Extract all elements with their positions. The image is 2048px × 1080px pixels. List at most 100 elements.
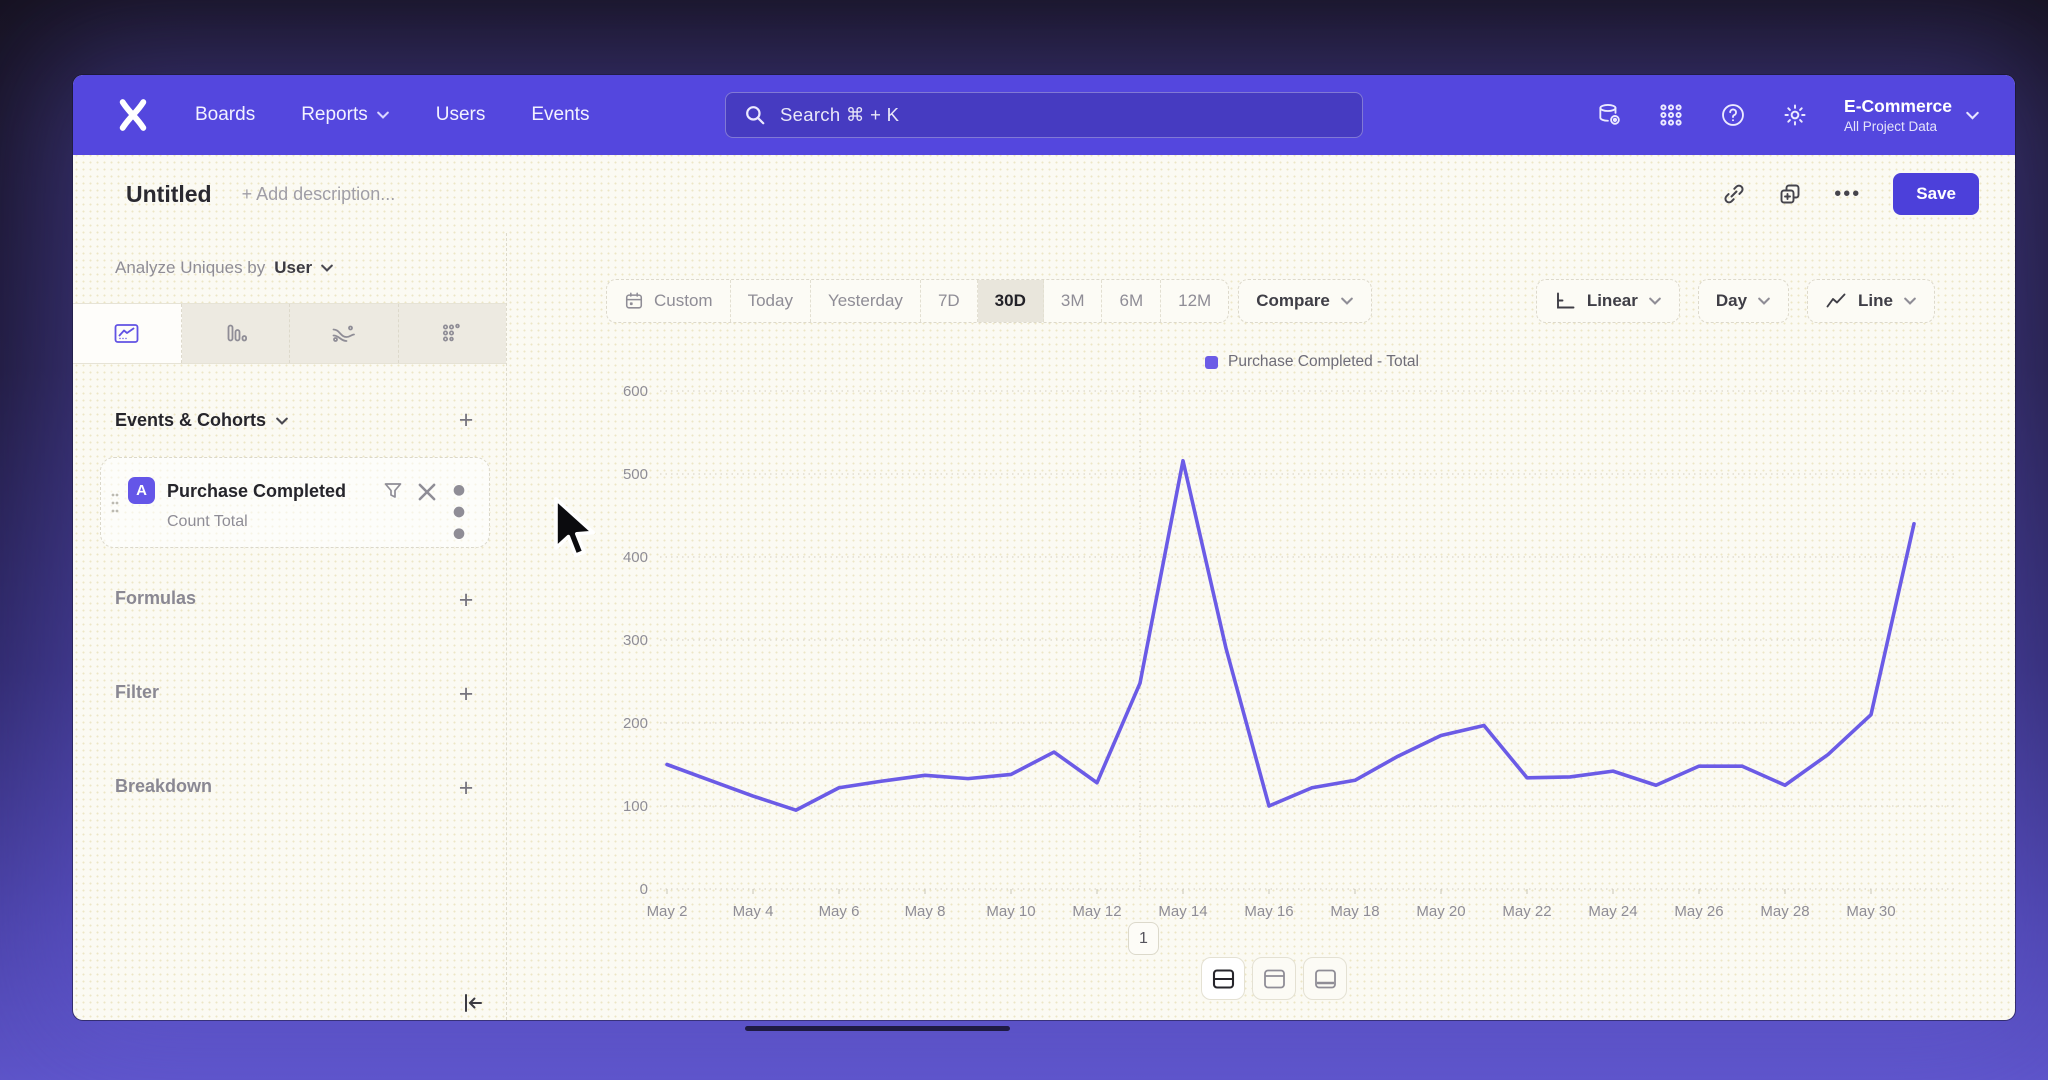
range-30d-selected[interactable]: 30D [977, 280, 1044, 322]
analyze-value-dropdown[interactable]: User [274, 258, 313, 277]
formulas-section[interactable]: Formulas + [73, 585, 506, 618]
horizontal-scrollbar-thumb[interactable] [745, 1026, 1010, 1031]
collapse-sidebar-icon[interactable] [461, 991, 485, 1015]
settings-gear-icon[interactable] [1782, 102, 1808, 128]
chevron-down-icon [1341, 297, 1354, 305]
nav-right-cluster: E-Commerce All Project Data [1596, 96, 1979, 134]
events-cohorts-header[interactable]: Events & Cohorts [115, 410, 289, 431]
layout-panel-bottom-button[interactable] [1303, 957, 1347, 1000]
nav-item-boards[interactable]: Boards [195, 104, 255, 126]
svg-text:May 8: May 8 [905, 903, 946, 920]
svg-text:May 22: May 22 [1502, 903, 1551, 920]
report-title[interactable]: Untitled [126, 180, 212, 207]
mixpanel-logo-icon[interactable] [113, 95, 153, 135]
range-label: Today [747, 291, 793, 310]
event-card[interactable]: A Purchase Completed Count Total [100, 457, 490, 548]
search-icon [744, 104, 766, 126]
svg-text:May 26: May 26 [1674, 903, 1723, 920]
nav-item-label: Reports [301, 104, 368, 125]
data-management-icon[interactable] [1596, 102, 1622, 128]
duplicate-icon[interactable] [1778, 182, 1802, 206]
app-body: Analyze Uniques by User [73, 233, 2015, 1020]
add-formula-button[interactable]: + [458, 585, 474, 614]
breakdown-section[interactable]: Breakdown + [73, 773, 506, 806]
add-description-field[interactable]: + Add description... [241, 183, 396, 204]
more-options-button[interactable]: ••• [1834, 183, 1862, 205]
layout-split-horizontal-button[interactable] [1201, 957, 1245, 1000]
project-selector[interactable]: E-Commerce All Project Data [1844, 96, 1979, 134]
mouse-cursor-icon [554, 497, 595, 557]
svg-text:400: 400 [623, 549, 648, 566]
nav-menu: Boards Reports Users Events [195, 104, 589, 126]
chevron-down-icon [276, 417, 289, 425]
search-input[interactable]: Search ⌘ + K [725, 92, 1363, 138]
help-icon[interactable] [1720, 102, 1746, 128]
search-placeholder: Search ⌘ + K [780, 104, 900, 125]
filter-funnel-icon[interactable] [383, 482, 403, 500]
svg-text:May 6: May 6 [819, 903, 860, 920]
svg-text:200: 200 [623, 715, 648, 732]
range-12m[interactable]: 12M [1161, 280, 1228, 322]
date-range-segmented-control: Custom Today Yesterday 7D 30D 3M 6M 12M [606, 279, 1230, 323]
copy-link-icon[interactable] [1722, 182, 1746, 206]
range-6m[interactable]: 6M [1102, 280, 1162, 322]
breakdown-label: Breakdown [115, 776, 213, 796]
tab-bar-chart[interactable] [182, 304, 290, 363]
tab-flow[interactable] [290, 304, 399, 363]
svg-text:100: 100 [623, 798, 648, 815]
line-chart-tab-icon [114, 323, 139, 343]
range-label: 7D [937, 291, 960, 310]
event-letter-badge: A [128, 477, 155, 504]
remove-event-icon[interactable] [417, 482, 437, 501]
range-custom[interactable]: Custom [607, 280, 731, 322]
range-3m[interactable]: 3M [1044, 280, 1103, 322]
formulas-label: Formulas [115, 588, 197, 608]
chevron-down-icon [1758, 297, 1771, 305]
save-button[interactable]: Save [1893, 173, 1979, 215]
nav-item-label: Events [531, 104, 590, 125]
nav-item-events[interactable]: Events [531, 104, 589, 126]
add-event-button[interactable]: + [458, 405, 474, 434]
nav-item-reports[interactable]: Reports [301, 104, 390, 126]
chevron-down-icon [1966, 111, 1979, 120]
compare-dropdown[interactable]: Compare [1238, 279, 1372, 323]
drag-handle-icon[interactable] [110, 490, 120, 516]
svg-text:May 12: May 12 [1072, 903, 1121, 920]
chart-type-dropdown[interactable]: Line [1807, 279, 1935, 323]
range-yesterday[interactable]: Yesterday [811, 280, 921, 322]
panel-bottom-icon [1314, 969, 1336, 988]
visualization-tabs [73, 303, 506, 364]
filter-section[interactable]: Filter + [73, 679, 506, 712]
range-label: 30D [994, 291, 1026, 310]
nav-item-label: Users [435, 104, 486, 125]
nav-item-users[interactable]: Users [436, 104, 486, 126]
event-measure[interactable]: Count Total [167, 513, 248, 530]
scale-dropdown[interactable]: Linear [1535, 279, 1680, 323]
linear-axis-icon [1554, 291, 1576, 311]
range-label: Yesterday [827, 291, 903, 310]
range-today[interactable]: Today [731, 280, 811, 322]
svg-text:500: 500 [623, 466, 648, 483]
split-horizontal-icon [1212, 968, 1234, 989]
add-filter-button[interactable]: + [458, 679, 474, 708]
event-name[interactable]: Purchase Completed [167, 481, 347, 501]
report-header: Untitled + Add description... ••• Save [73, 155, 2015, 233]
query-builder-sidebar: Analyze Uniques by User [73, 233, 507, 1020]
tab-insights-line[interactable] [73, 304, 182, 363]
apps-grid-icon[interactable] [1658, 102, 1684, 128]
add-breakdown-button[interactable]: + [458, 773, 474, 802]
chart-legend: Purchase Completed - Total [667, 353, 1957, 371]
chevron-down-icon [376, 111, 390, 119]
tab-retention-dots[interactable] [399, 304, 507, 363]
pagination-page-badge[interactable]: 1 [1128, 922, 1159, 955]
svg-text:0: 0 [640, 881, 648, 898]
line-chart-icon [1825, 291, 1847, 311]
chevron-down-icon [321, 264, 334, 272]
svg-text:May 2: May 2 [647, 903, 688, 920]
event-more-kebab-icon[interactable] [449, 482, 469, 539]
interval-dropdown[interactable]: Day [1697, 279, 1790, 323]
layout-panel-top-button[interactable] [1252, 957, 1296, 1000]
svg-text:600: 600 [623, 383, 648, 400]
range-7d[interactable]: 7D [921, 280, 978, 322]
svg-text:May 10: May 10 [986, 903, 1035, 920]
